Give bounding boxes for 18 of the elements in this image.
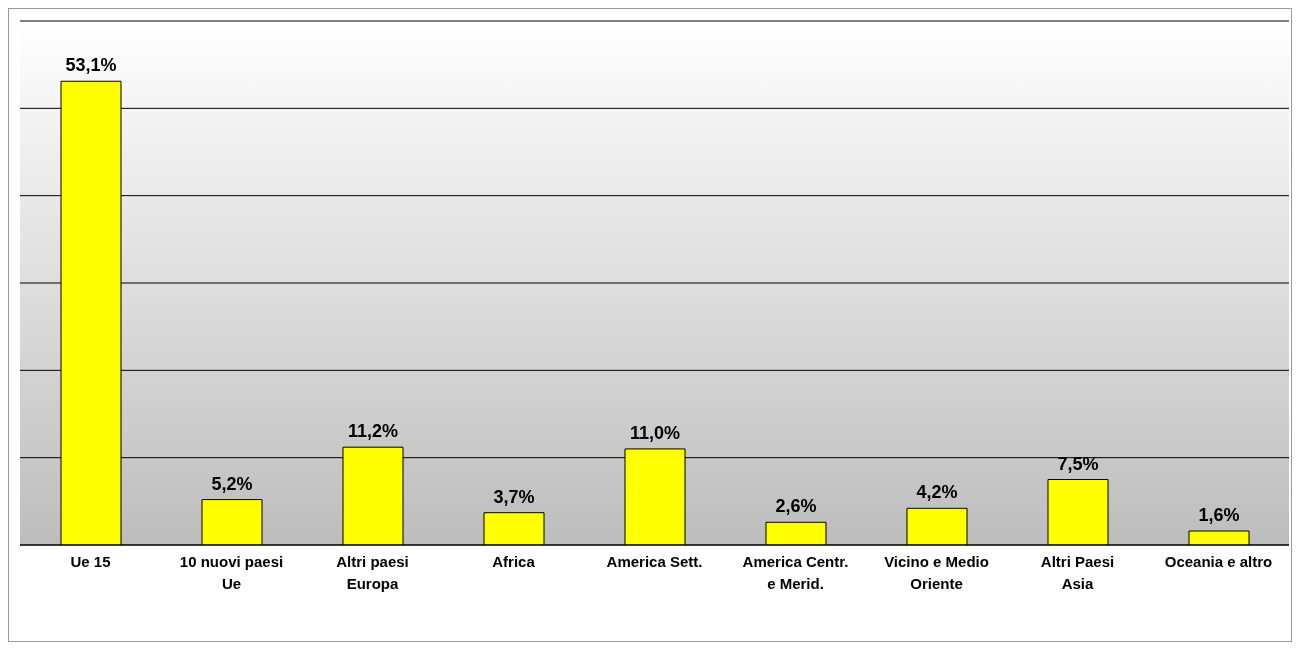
data-label: 3,7% [493,486,535,507]
x-tick-label: Altri paesi Europa [336,553,409,592]
x-tick-label: Altri Paesi Asia [1040,553,1115,592]
x-tick-label: Vicino e Medio Oriente [884,553,989,592]
data-label: 5,2% [211,473,253,494]
x-tick-label: Oceania e altro [1164,553,1273,570]
data-label: 4,2% [916,482,958,503]
data-label: 1,6% [1198,505,1240,526]
data-label: 11,0% [629,422,681,443]
x-tick-label: Ue 15 [70,553,111,570]
x-tick-label: 10 nuovi paesi Ue [179,553,284,592]
x-tick-label: America Centr. e Merid. [742,553,849,592]
data-label: 53,1% [65,55,117,76]
data-label: 7,5% [1057,453,1099,474]
x-tick-label: America Sett. [606,553,703,570]
x-tick-label: Africa [492,553,536,570]
data-label: 11,2% [347,421,399,442]
data-label: 2,6% [775,496,817,517]
